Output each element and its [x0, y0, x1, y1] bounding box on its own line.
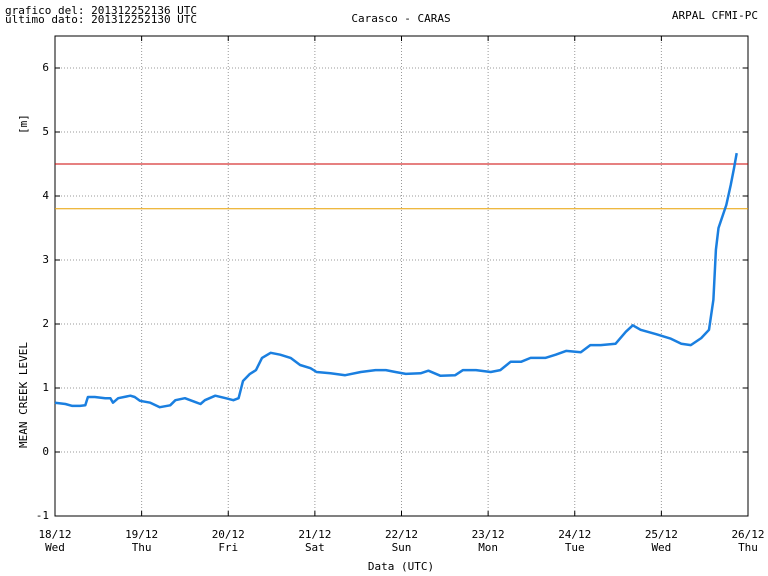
x-axis-label: Data (UTC): [368, 560, 434, 573]
data-line: [54, 152, 738, 409]
y-tick-label: 5: [42, 125, 49, 138]
x-tick-day: Fri: [218, 541, 238, 554]
x-tick-day: Sun: [392, 541, 412, 554]
y-axis-label: MEAN CREEK LEVEL: [17, 342, 30, 448]
y-tick-label: 4: [42, 189, 49, 202]
x-tick-label: 19/12: [125, 528, 158, 541]
y-unit: [m]: [17, 114, 30, 134]
x-tick-day: Sat: [305, 541, 325, 554]
x-tick-label: 25/12: [645, 528, 678, 541]
x-tick-label: 22/12: [385, 528, 418, 541]
y-tick-label: 0: [42, 445, 49, 458]
x-tick-label: 24/12: [558, 528, 591, 541]
y-tick-label: -1: [36, 509, 49, 522]
x-tick-day: Thu: [132, 541, 152, 554]
x-tick-label: 26/12: [731, 528, 764, 541]
header-line: grafico del: 201312252136 UTC: [5, 4, 197, 17]
x-tick-day: Tue: [565, 541, 585, 554]
y-tick-label: 3: [42, 253, 49, 266]
header-line: ultimo dato: 201312252130 UTC: [5, 13, 197, 26]
y-tick-label: 6: [42, 61, 49, 74]
x-tick-label: 23/12: [472, 528, 505, 541]
x-tick-label: 20/12: [212, 528, 245, 541]
x-tick-day: Wed: [45, 541, 65, 554]
x-tick-day: Thu: [738, 541, 758, 554]
y-tick-label: 2: [42, 317, 49, 330]
source: ARPAL CFMI-PC: [672, 9, 758, 22]
x-tick-day: Wed: [651, 541, 671, 554]
plot-frame: [54, 35, 749, 517]
y-tick-label: 1: [42, 381, 49, 394]
x-tick-label: 18/12: [38, 528, 71, 541]
x-tick-day: Mon: [478, 541, 498, 554]
x-tick-label: 21/12: [298, 528, 331, 541]
chart-title: Carasco - CARAS: [351, 12, 450, 25]
